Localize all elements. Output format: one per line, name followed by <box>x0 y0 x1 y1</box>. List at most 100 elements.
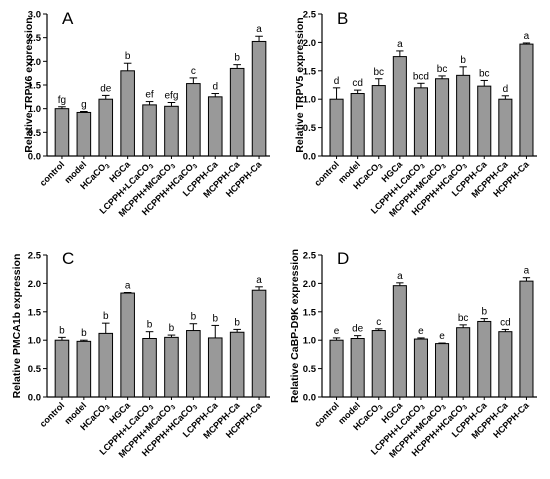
panel-D: D Relative CaBP-D9K expression 0.0 0.5 1.0 1.… <box>289 249 537 460</box>
bar-model <box>350 93 365 157</box>
y-tick-label: 0.5 <box>303 123 317 134</box>
x-tick-label: control <box>38 400 67 429</box>
y-tick-label: 1.0 <box>303 95 316 106</box>
bar-HCPPH-Ca <box>251 40 267 157</box>
y-tick-label: 2.5 <box>303 10 317 21</box>
bar-LCPPH-Ca <box>207 96 223 157</box>
significance-label: e <box>334 326 340 337</box>
significance-label: b <box>169 323 175 334</box>
y-tick-label: 2.5 <box>28 33 42 44</box>
significance-label: bcd <box>413 71 429 82</box>
y-tick-label: 0.5 <box>303 364 317 375</box>
bar-MCPPH+MCaCO3 <box>164 105 179 157</box>
bar-HCPPH-Ca <box>519 43 534 157</box>
significance-label: b <box>81 328 87 339</box>
y-tick-label: 0.5 <box>28 128 42 139</box>
bar-MCPPH+MCaCO3 <box>435 343 450 398</box>
bar-LCPPH+LCaCO3 <box>142 104 157 157</box>
significance-label: a <box>256 24 262 35</box>
bar-HCaCO3 <box>98 98 114 157</box>
y-tick-label: 2.5 <box>28 251 42 262</box>
significance-label: a <box>524 266 530 277</box>
significance-label: bc <box>479 68 490 79</box>
significance-label: a <box>397 271 403 282</box>
y-tick-label: 0.0 <box>303 393 316 404</box>
y-tick-label: 1.5 <box>28 81 42 92</box>
bar-control <box>329 339 344 398</box>
bar-LCPPH+LCaCO3 <box>413 87 428 157</box>
panel-letter: A <box>62 9 74 28</box>
bar-LCPPH-Ca <box>477 320 492 398</box>
bar-MCPPH-Ca <box>229 331 245 398</box>
y-tick-label: 0.0 <box>28 393 41 404</box>
bar-HGCa <box>392 285 407 398</box>
bar-HCPPH+HCaCO3 <box>186 330 201 398</box>
significance-label: b <box>212 313 218 324</box>
panel-letter: D <box>337 249 349 268</box>
bar-LCPPH-Ca <box>477 85 492 157</box>
bar-MCPPH-Ca <box>498 98 513 157</box>
bar-MCPPH+MCaCO3 <box>435 78 450 157</box>
significance-label: b <box>460 55 466 66</box>
y-axis-label: Relative TRPV6 expression <box>23 17 35 152</box>
significance-label: b <box>234 317 240 328</box>
significance-label: b <box>125 51 131 62</box>
significance-label: d <box>334 76 340 87</box>
significance-label: bc <box>437 64 448 75</box>
significance-label: b <box>103 311 109 322</box>
significance-label: e <box>439 331 445 342</box>
significance-label: de <box>100 83 112 94</box>
significance-label: b <box>59 325 65 336</box>
bar-HCPPH+HCaCO3 <box>186 83 201 157</box>
significance-label: bc <box>373 67 384 78</box>
bar-HCPPH-Ca <box>519 280 534 398</box>
significance-label: d <box>503 84 509 95</box>
significance-label: cd <box>352 78 363 89</box>
x-tick-label: control <box>312 159 341 188</box>
bar-HCaCO3 <box>371 85 386 157</box>
bar-MCPPH-Ca <box>498 331 513 398</box>
y-tick-label: 1.5 <box>28 307 42 318</box>
bar-control <box>54 108 70 157</box>
significance-label: b <box>234 53 240 64</box>
significance-label: d <box>212 82 218 93</box>
significance-label: g <box>81 100 87 111</box>
y-tick-label: 2.0 <box>28 279 41 290</box>
bar-HGCa <box>120 70 135 157</box>
y-tick-label: 1.5 <box>303 66 317 77</box>
significance-label: cd <box>500 317 511 328</box>
bar-HGCa <box>392 56 407 157</box>
y-tick-label: 1.5 <box>303 307 317 318</box>
y-axis-label: Relative TRPV5 expression <box>294 17 306 152</box>
significance-label: de <box>352 324 364 335</box>
y-tick-label: 2.0 <box>28 57 41 68</box>
y-tick-label: 0.5 <box>28 364 42 375</box>
x-tick-label: control <box>38 159 67 188</box>
y-tick-label: 1.0 <box>28 104 41 115</box>
y-tick-label: 2.0 <box>303 38 316 49</box>
y-tick-label: 2.0 <box>303 279 316 290</box>
bar-LCPPH+LCaCO3 <box>413 338 428 398</box>
significance-label: a <box>256 275 262 286</box>
y-tick-label: 0.0 <box>303 152 316 163</box>
y-tick-label: 3.0 <box>28 10 41 21</box>
bar-control <box>329 98 344 157</box>
y-tick-label: 1.0 <box>303 336 316 347</box>
bar-HCaCO3 <box>371 330 386 398</box>
panel-letter: B <box>337 9 348 28</box>
y-axis-label: Relative CaBP-D9K expression <box>289 249 301 403</box>
bar-LCPPH+LCaCO3 <box>142 337 157 398</box>
panel-C: C Relative PMCA1b expression 0.0 0.5 1.0 1.5 2… <box>11 249 270 460</box>
bar-MCPPH+MCaCO3 <box>164 336 179 398</box>
significance-label: c <box>191 66 196 77</box>
bar-model <box>76 111 92 157</box>
bar-HGCa <box>120 292 135 398</box>
bar-control <box>54 339 70 398</box>
significance-label: efg <box>164 91 178 102</box>
bar-model <box>350 337 365 398</box>
significance-label: e <box>418 326 424 337</box>
significance-label: bc <box>458 313 469 324</box>
